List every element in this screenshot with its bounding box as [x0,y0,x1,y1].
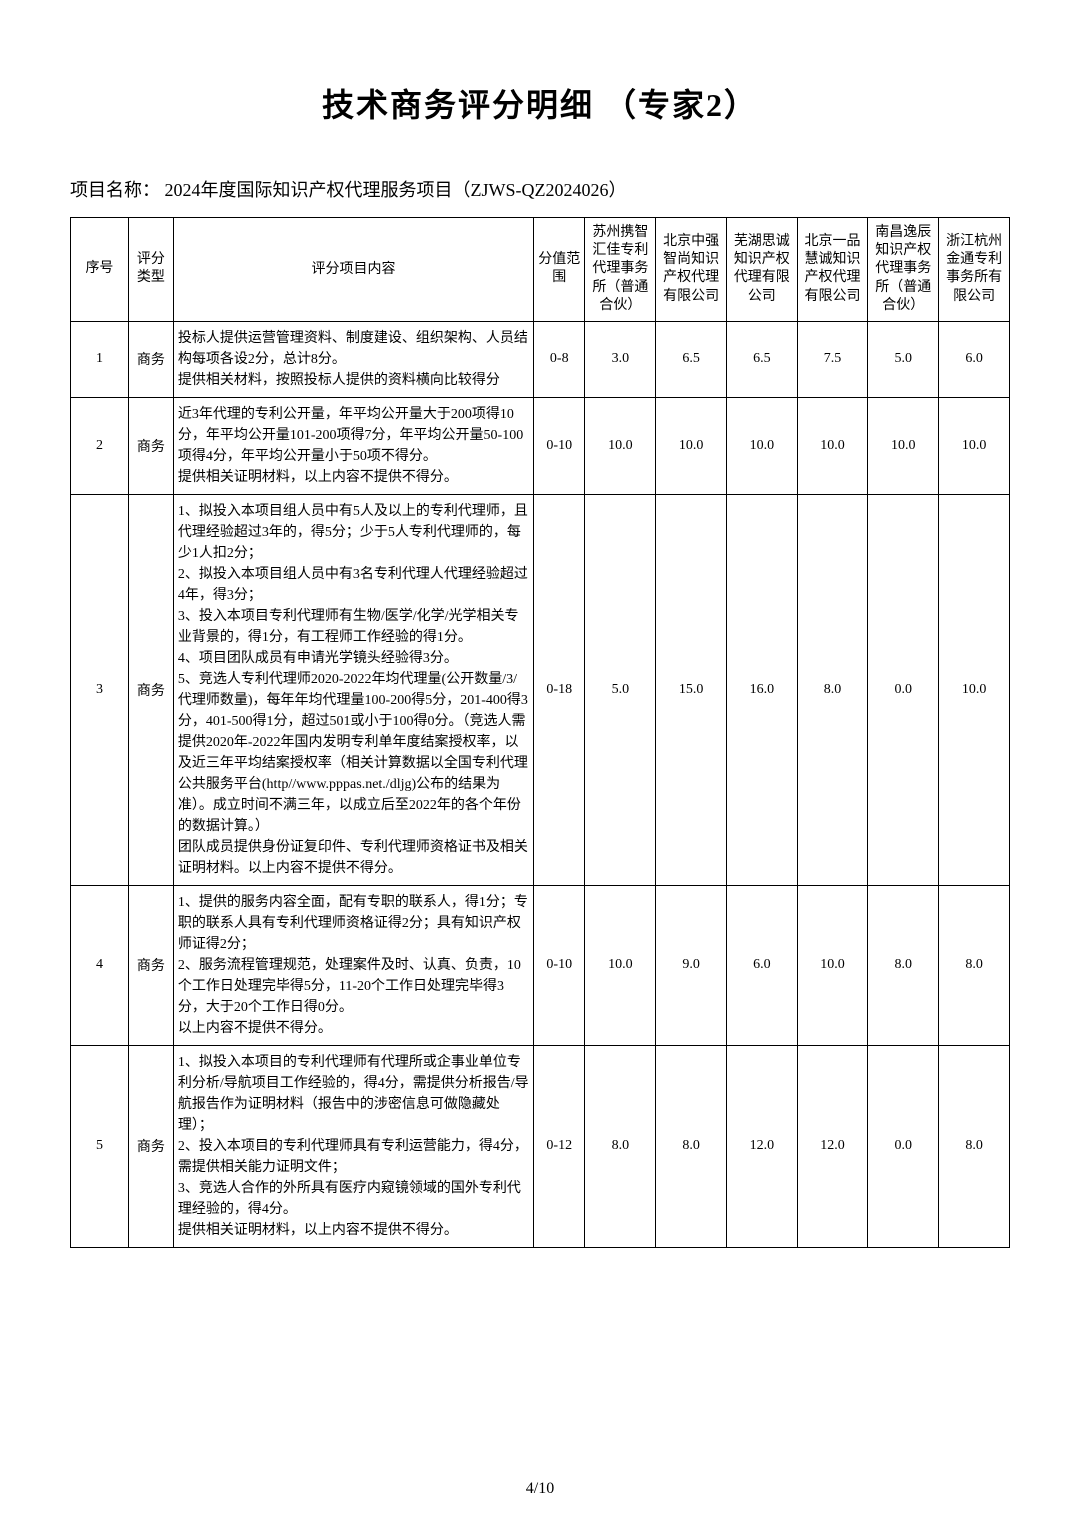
cell-type: 商务 [128,321,173,397]
page-title: 技术商务评分明细 （专家2） [70,80,1010,126]
cell-type: 商务 [128,1045,173,1247]
cell-score-3: 16.0 [726,494,797,885]
table-row: 2商务近3年代理的专利公开量，年平均公开量大于200项得10分，年平均公开量10… [71,397,1010,494]
cell-score-4: 8.0 [797,494,868,885]
cell-range: 0-10 [534,397,585,494]
cell-score-6: 10.0 [939,397,1010,494]
header-company-6: 浙江杭州金通专利事务所有限公司 [939,218,1010,322]
cell-score-1: 10.0 [585,397,656,494]
cell-score-4: 7.5 [797,321,868,397]
cell-score-5: 0.0 [868,1045,939,1247]
cell-seq: 4 [71,885,129,1045]
cell-score-2: 6.5 [656,321,727,397]
cell-type: 商务 [128,885,173,1045]
cell-score-4: 12.0 [797,1045,868,1247]
cell-score-4: 10.0 [797,397,868,494]
header-company-5: 南昌逸辰知识产权代理事务所（普通合伙） [868,218,939,322]
cell-score-6: 6.0 [939,321,1010,397]
project-name-row: 项目名称： 2024年度国际知识产权代理服务项目（ZJWS-QZ2024026） [70,176,1010,202]
project-name: 2024年度国际知识产权代理服务项目（ZJWS-QZ2024026） [165,180,627,200]
cell-score-2: 10.0 [656,397,727,494]
cell-score-2: 8.0 [656,1045,727,1247]
cell-score-3: 6.0 [726,885,797,1045]
cell-score-6: 8.0 [939,885,1010,1045]
table-header-row: 序号 评分类型 评分项目内容 分值范围 苏州携智汇佳专利代理事务所（普通合伙） … [71,218,1010,322]
cell-score-6: 10.0 [939,494,1010,885]
cell-seq: 1 [71,321,129,397]
cell-type: 商务 [128,494,173,885]
table-row: 4商务1、提供的服务内容全面，配有专职的联系人，得1分；专职的联系人具有专利代理… [71,885,1010,1045]
cell-range: 0-8 [534,321,585,397]
cell-score-5: 8.0 [868,885,939,1045]
cell-score-3: 6.5 [726,321,797,397]
cell-content: 1、提供的服务内容全面，配有专职的联系人，得1分；专职的联系人具有专利代理师资格… [173,885,533,1045]
cell-score-2: 15.0 [656,494,727,885]
cell-content: 1、拟投入本项目组人员中有5人及以上的专利代理师，且代理经验超过3年的，得5分；… [173,494,533,885]
cell-score-5: 5.0 [868,321,939,397]
cell-content: 近3年代理的专利公开量，年平均公开量大于200项得10分，年平均公开量101-2… [173,397,533,494]
cell-score-2: 9.0 [656,885,727,1045]
header-company-1: 苏州携智汇佳专利代理事务所（普通合伙） [585,218,656,322]
cell-score-3: 12.0 [726,1045,797,1247]
project-label: 项目名称： [70,180,160,200]
cell-seq: 3 [71,494,129,885]
cell-score-3: 10.0 [726,397,797,494]
header-company-2: 北京中强智尚知识产权代理有限公司 [656,218,727,322]
header-company-3: 芜湖思诚知识产权代理有限公司 [726,218,797,322]
cell-score-1: 8.0 [585,1045,656,1247]
cell-score-5: 10.0 [868,397,939,494]
cell-content: 1、拟投入本项目的专利代理师有代理所或企事业单位专利分析/导航项目工作经验的，得… [173,1045,533,1247]
page-number: 4/10 [526,1480,554,1498]
cell-range: 0-18 [534,494,585,885]
table-row: 3商务1、拟投入本项目组人员中有5人及以上的专利代理师，且代理经验超过3年的，得… [71,494,1010,885]
cell-range: 0-12 [534,1045,585,1247]
cell-score-6: 8.0 [939,1045,1010,1247]
table-row: 5商务1、拟投入本项目的专利代理师有代理所或企事业单位专利分析/导航项目工作经验… [71,1045,1010,1247]
cell-type: 商务 [128,397,173,494]
header-type: 评分类型 [128,218,173,322]
cell-range: 0-10 [534,885,585,1045]
header-content: 评分项目内容 [173,218,533,322]
cell-score-1: 3.0 [585,321,656,397]
header-seq: 序号 [71,218,129,322]
cell-score-4: 10.0 [797,885,868,1045]
header-range: 分值范围 [534,218,585,322]
cell-seq: 5 [71,1045,129,1247]
header-company-4: 北京一品慧诚知识产权代理有限公司 [797,218,868,322]
cell-seq: 2 [71,397,129,494]
cell-score-5: 0.0 [868,494,939,885]
table-row: 1商务投标人提供运营管理资料、制度建设、组织架构、人员结构每项各设2分，总计8分… [71,321,1010,397]
cell-score-1: 5.0 [585,494,656,885]
cell-score-1: 10.0 [585,885,656,1045]
score-table: 序号 评分类型 评分项目内容 分值范围 苏州携智汇佳专利代理事务所（普通合伙） … [70,217,1010,1248]
cell-content: 投标人提供运营管理资料、制度建设、组织架构、人员结构每项各设2分，总计8分。提供… [173,321,533,397]
